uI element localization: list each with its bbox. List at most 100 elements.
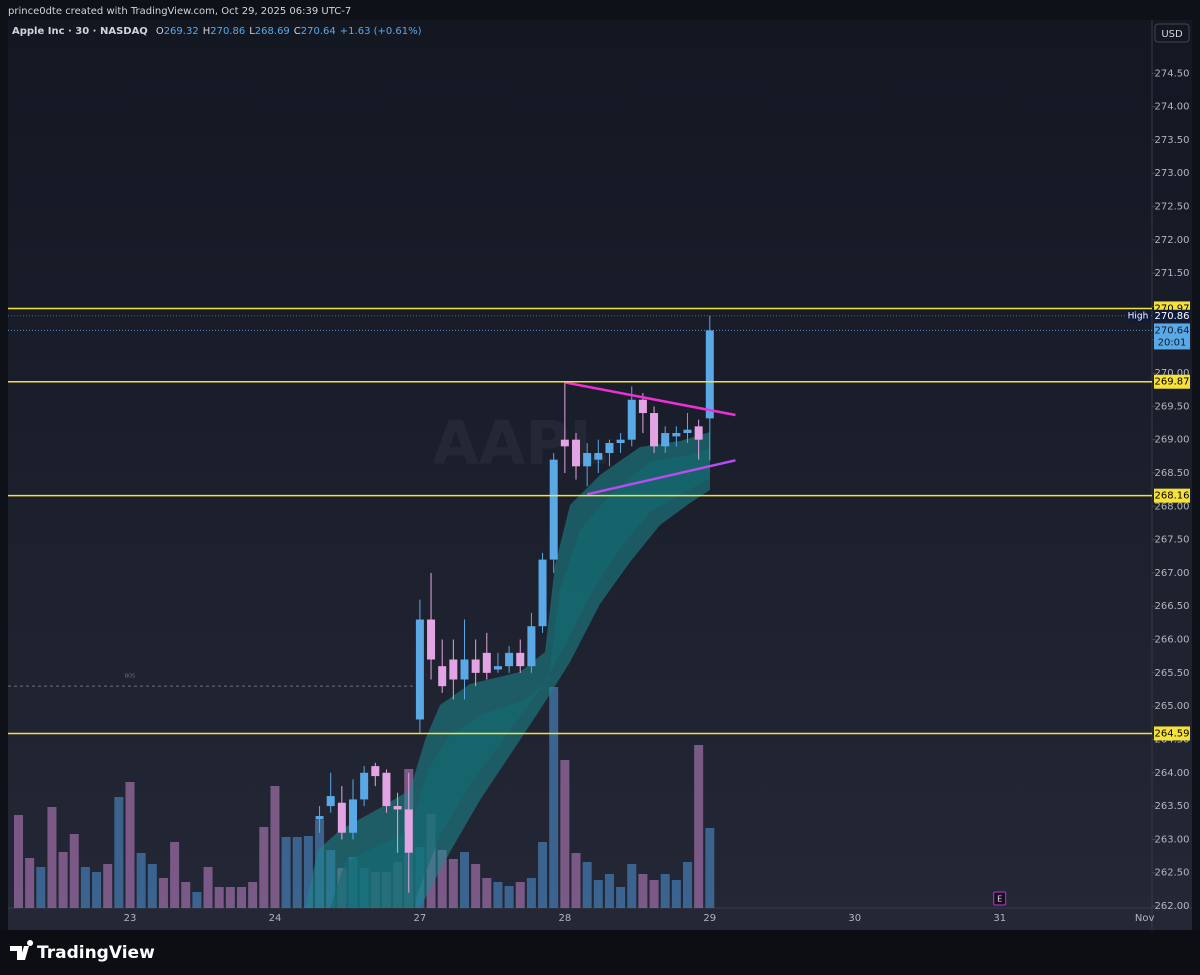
candle-body xyxy=(560,439,569,447)
earnings-label: E xyxy=(997,895,1002,904)
price-layer: AAPL BOS E xyxy=(8,307,1152,906)
ema-ribbon xyxy=(305,432,710,908)
candle-body xyxy=(672,433,681,437)
volume-bar xyxy=(593,880,603,908)
volume-bar xyxy=(136,853,146,908)
legend-value: 268.69 xyxy=(255,26,290,37)
candle-body xyxy=(427,619,436,660)
candle-body xyxy=(605,443,614,454)
volume-bar xyxy=(158,878,168,908)
legend-key: H xyxy=(203,26,211,37)
level-label: 270.97 xyxy=(1155,303,1190,314)
level-label: 269.87 xyxy=(1155,377,1190,388)
volume-bar xyxy=(25,858,35,908)
plot-area: AAPL BOS E xyxy=(8,307,1152,908)
volume-bar xyxy=(147,864,157,908)
y-tick-label: 266.00 xyxy=(1155,635,1190,646)
currency-button[interactable] xyxy=(1154,23,1190,43)
candle-body xyxy=(683,429,692,434)
high-tag: High xyxy=(1128,311,1149,321)
currency: USD xyxy=(1161,29,1183,40)
level-label-box xyxy=(1154,374,1190,389)
footer-background xyxy=(0,930,1200,975)
y-tick-label: 267.50 xyxy=(1155,535,1190,546)
y-tick-label: 262.50 xyxy=(1155,868,1190,879)
volume-bar xyxy=(237,887,246,908)
x-tick-label: Nov xyxy=(1135,913,1155,924)
x-tick-label: 24 xyxy=(269,913,282,924)
y-tick-label: 270.00 xyxy=(1155,368,1190,379)
volume-bar xyxy=(192,892,202,908)
legend-key: L xyxy=(249,26,255,37)
legend-key: C xyxy=(294,26,301,37)
legend-change: +1.63 (+0.61%) xyxy=(340,26,422,37)
candle-body xyxy=(661,433,670,447)
candle-body xyxy=(315,816,324,820)
volume-bar xyxy=(549,687,559,908)
y-tick-label: 267.00 xyxy=(1155,568,1190,579)
volume-bar xyxy=(36,867,46,908)
volume-bar xyxy=(437,850,447,908)
level-label: 268.16 xyxy=(1155,491,1190,502)
volume-bar xyxy=(225,887,235,908)
volume-bar xyxy=(460,852,469,908)
volume-bar xyxy=(504,886,514,908)
volume-bar xyxy=(248,882,258,908)
tv-logo-mark xyxy=(10,940,34,960)
candle-body xyxy=(371,766,380,777)
y-tick-label: 272.50 xyxy=(1155,202,1190,213)
volume-bar xyxy=(638,874,648,908)
candle-body xyxy=(583,453,592,467)
volume-bar xyxy=(526,878,536,908)
volume-bar xyxy=(103,864,113,908)
candle-body xyxy=(694,426,703,440)
y-tick-label: 268.50 xyxy=(1155,468,1190,479)
y-tick-label: 263.00 xyxy=(1155,834,1190,845)
y-tick-label: 269.50 xyxy=(1155,401,1190,412)
candle-body xyxy=(705,330,714,419)
candle-body xyxy=(572,439,580,467)
candle-body xyxy=(449,659,458,680)
ribbon-inner xyxy=(330,448,710,908)
level-label-box xyxy=(1154,488,1190,503)
volume-bar xyxy=(582,862,592,908)
candle-body xyxy=(337,802,346,833)
high-label: 270.86 xyxy=(1155,311,1190,322)
y-tick-label: 272.00 xyxy=(1155,235,1190,246)
volume-bar xyxy=(616,887,626,908)
volume-bar xyxy=(538,842,548,908)
volume-bar xyxy=(114,797,124,908)
level-label: 264.59 xyxy=(1155,728,1190,739)
y-tick-label: 264.00 xyxy=(1155,768,1190,779)
volume-bar xyxy=(471,864,481,908)
candle-body xyxy=(460,659,469,680)
y-tick-label: 271.50 xyxy=(1155,268,1190,279)
attribution: prince0dte created with TradingView.com,… xyxy=(8,6,351,17)
volume-bar xyxy=(649,880,659,908)
candle-body xyxy=(616,439,625,444)
candle-body xyxy=(527,626,536,667)
candle-body xyxy=(516,652,525,667)
volume-bar xyxy=(14,815,23,908)
trendline xyxy=(564,381,736,417)
candle-body xyxy=(594,453,603,460)
y-tick-label: 269.00 xyxy=(1155,435,1190,446)
x-tick-label: 27 xyxy=(414,913,427,924)
high-label-box xyxy=(1154,309,1190,322)
volume-bar xyxy=(47,807,57,908)
volume-bar xyxy=(281,837,291,908)
legend-value: 270.64 xyxy=(301,26,336,37)
volume-bar xyxy=(303,836,313,908)
candle-body xyxy=(360,772,369,800)
candle-body xyxy=(627,399,636,440)
x-tick-label: 23 xyxy=(124,913,137,924)
bos-label: BOS xyxy=(125,674,135,680)
last-price-label: 270.64 xyxy=(1155,325,1190,336)
x-tick-label: 29 xyxy=(703,913,716,924)
x-tick-label: 28 xyxy=(558,913,571,924)
volume-bar xyxy=(125,782,135,908)
high-tag-box xyxy=(1126,309,1151,322)
y-tick-label: 265.00 xyxy=(1155,701,1190,712)
volume-bar xyxy=(604,874,614,908)
